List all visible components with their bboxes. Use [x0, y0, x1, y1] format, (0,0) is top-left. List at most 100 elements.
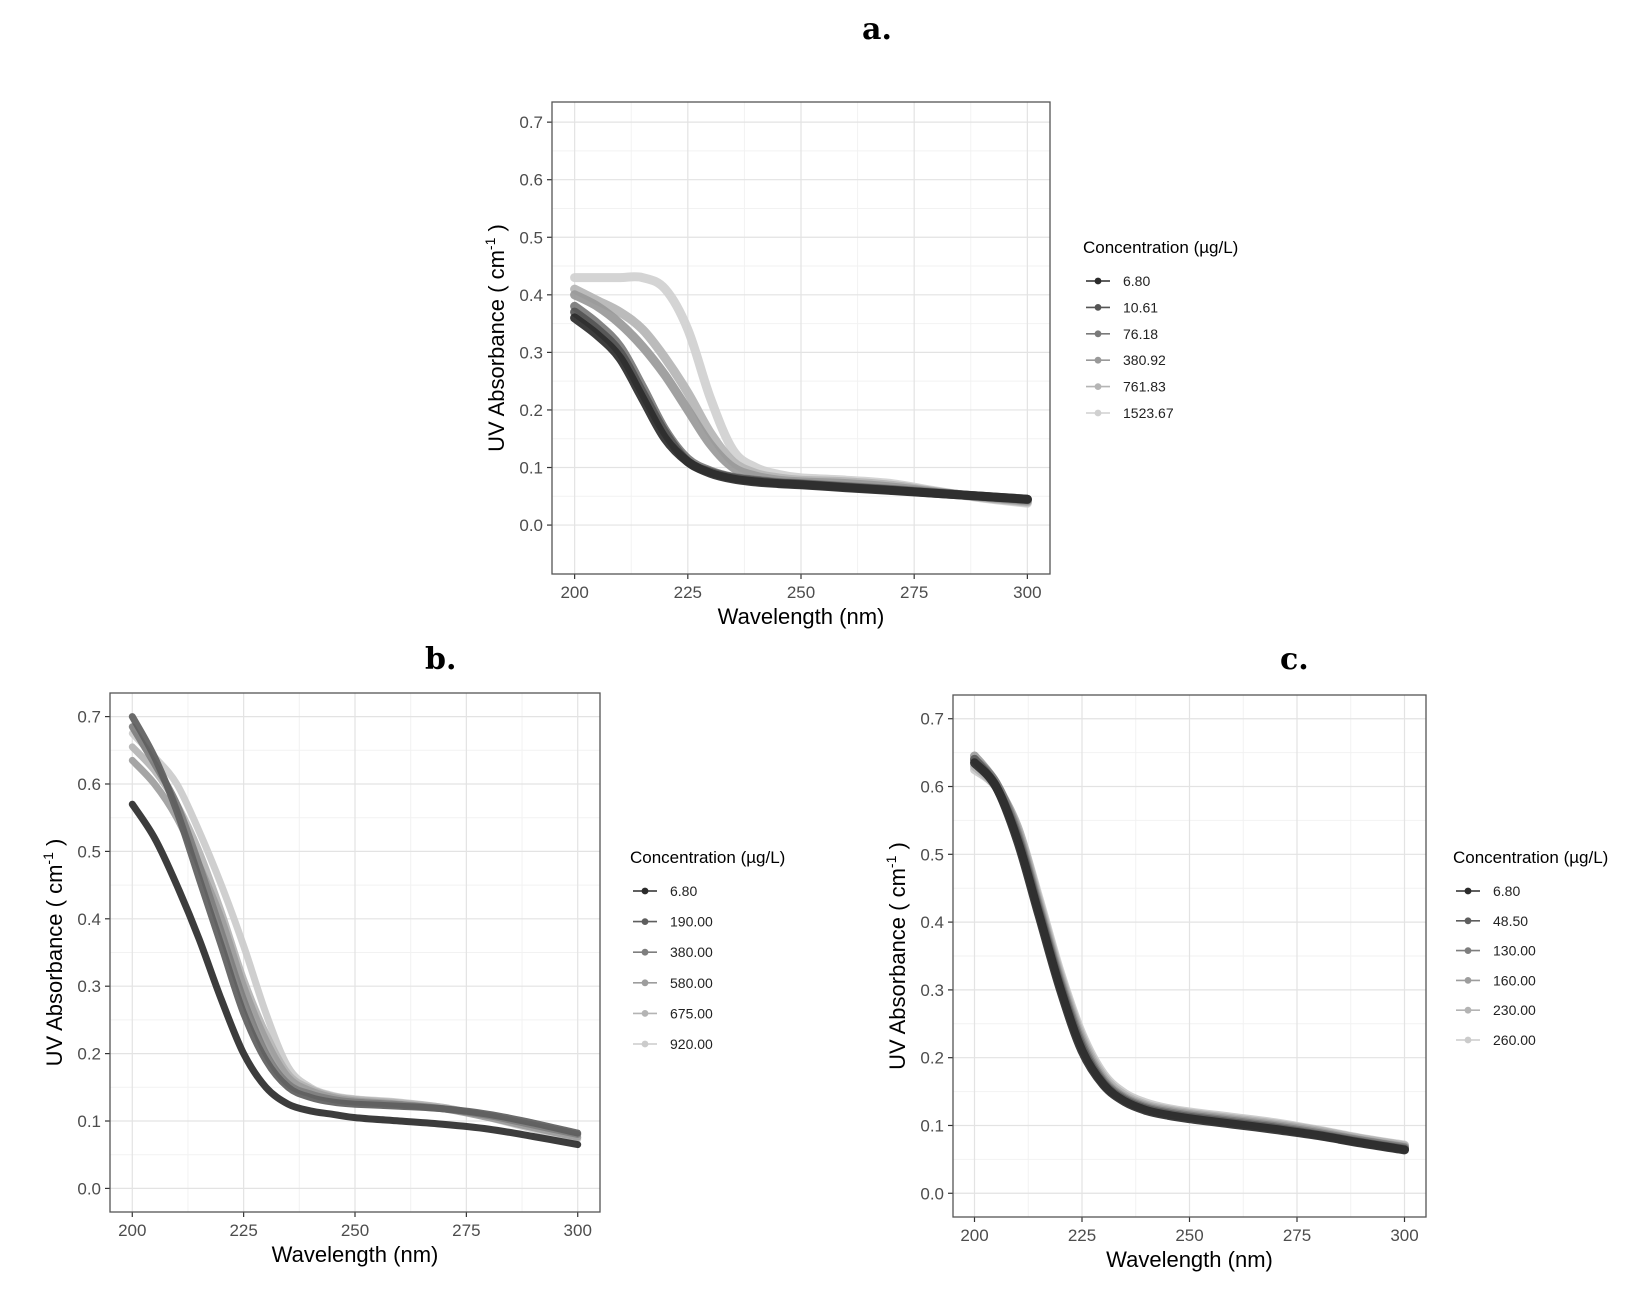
series-line-6.80: [128, 800, 582, 1149]
x-tick-label: 275: [1283, 1226, 1311, 1245]
legend-label: 76.18: [1123, 326, 1158, 342]
y-tick-label: 0.6: [920, 778, 944, 797]
y-tick-label: 0.6: [77, 775, 101, 794]
chart-c: 200 225 250 275 300 0.0 0.1 0.2 0.3 0.4 0.5 0.6 0.7 W…: [883, 694, 1608, 1272]
y-tick-label: 0.5: [77, 842, 101, 861]
legend-label: 380.92: [1123, 352, 1166, 368]
legend-label: 675.00: [670, 1005, 713, 1021]
y-axis-title-end: ): [484, 224, 509, 237]
legend-item: 260.00: [1456, 1032, 1536, 1048]
y-tick-label: 0.5: [519, 228, 543, 247]
x-tick-label: 250: [341, 1221, 369, 1240]
legend-item: 920.00: [633, 1036, 713, 1052]
y-axis-title-main: UV Absorbance ( cm: [484, 250, 509, 452]
legend-label: 48.50: [1493, 913, 1528, 929]
y-tick-label: 0.4: [519, 286, 543, 305]
x-tick-label: 300: [1390, 1226, 1418, 1245]
x-axis-title: Wavelength (nm): [718, 604, 885, 629]
legend-label: 230.00: [1493, 1002, 1536, 1018]
legend-label: 1523.67: [1123, 405, 1174, 421]
y-tick-label: 0.1: [519, 459, 543, 478]
legend-item: 675.00: [633, 1005, 713, 1021]
legend-label: 6.80: [1493, 883, 1520, 899]
legend-label: 761.83: [1123, 379, 1166, 395]
y-tick-label: 0.7: [920, 710, 944, 729]
legend-c: Concentration (µg/L) 6.80 48.50 130.00 160.0…: [1453, 848, 1608, 1048]
panel-label-a: a.: [862, 12, 892, 47]
legend-label: 920.00: [670, 1036, 713, 1052]
y-axis-title-main: UV Absorbance ( cm: [885, 868, 910, 1070]
legend-item: 130.00: [1456, 943, 1536, 959]
legend-item: 48.50: [1456, 913, 1528, 929]
y-tick-label: 0.3: [77, 977, 101, 996]
legend-item: 160.00: [1456, 972, 1536, 988]
panel-label-b: b.: [425, 642, 457, 677]
legend-item: 6.80: [1086, 273, 1150, 289]
y-tick-label: 0.4: [77, 910, 101, 929]
y-tick-label: 0.4: [920, 913, 944, 932]
legend-item: 190.00: [633, 914, 713, 930]
y-axis-title: UV Absorbance ( cm-1 ): [482, 224, 509, 452]
plot-border: [109, 692, 601, 1213]
y-tick-label: 0.7: [519, 113, 543, 132]
series-line-190.00: [128, 713, 582, 1137]
legend-label: 6.80: [1123, 273, 1150, 289]
legend-key-point: [641, 887, 649, 895]
series-line-6.80: [570, 313, 1032, 504]
legend-key-point: [1094, 383, 1102, 390]
legend-key-point: [1094, 277, 1102, 285]
legend-label: 6.80: [670, 883, 697, 899]
legend-item: 6.80: [633, 883, 697, 899]
y-tick-label: 0.0: [77, 1179, 101, 1198]
y-axis-title-superscript: -1: [40, 852, 56, 865]
plot-border: [551, 101, 1051, 575]
legend-title: Concentration (µg/L): [630, 848, 785, 867]
legend-key-point: [1094, 356, 1102, 364]
chart-b: 200 225 250 275 300 0.0 0.1 0.2 0.3 0.4 0.5 0.6 0.7 W…: [40, 692, 785, 1267]
legend-key-point: [1464, 947, 1472, 954]
legend-label: 160.00: [1493, 972, 1536, 988]
legend-key-point: [1464, 1006, 1472, 1014]
y-axis-title-main: UV Absorbance ( cm: [42, 865, 67, 1067]
y-tick-label: 0.3: [920, 981, 944, 1000]
legend-label: 580.00: [670, 975, 713, 991]
legend-key-point: [641, 1040, 649, 1048]
legend-label: 260.00: [1493, 1032, 1536, 1048]
y-tick-label: 0.1: [77, 1112, 101, 1131]
legend-label: 10.61: [1123, 299, 1158, 315]
x-tick-label: 225: [1068, 1226, 1096, 1245]
x-tick-label: 300: [564, 1221, 592, 1240]
y-tick-label: 0.6: [519, 171, 543, 190]
y-tick-label: 0.1: [920, 1116, 944, 1135]
y-tick-label: 0.2: [77, 1045, 101, 1064]
legend-key-point: [1464, 917, 1472, 925]
y-tick-label: 0.0: [920, 1184, 944, 1203]
x-tick-label: 250: [787, 583, 815, 602]
x-tick-label: 275: [452, 1221, 480, 1240]
legend-item: 761.83: [1086, 379, 1166, 395]
legend-label: 130.00: [1493, 943, 1536, 959]
y-tick-label: 0.3: [519, 343, 543, 362]
legend-label: 190.00: [670, 914, 713, 930]
legend-title: Concentration (µg/L): [1083, 238, 1238, 257]
x-tick-label: 200: [560, 583, 588, 602]
x-tick-label: 300: [1013, 583, 1041, 602]
plot-border: [952, 694, 1427, 1218]
legend-item: 380.00: [633, 944, 713, 960]
x-tick-label: 200: [960, 1226, 988, 1245]
legend-key-point: [641, 948, 649, 956]
legend-key-point: [1094, 409, 1102, 417]
legend-a: Concentration (µg/L) 6.80 10.61 76.18 380.92…: [1083, 238, 1238, 421]
panel-label-c: c.: [1280, 642, 1309, 677]
x-tick-label: 250: [1175, 1226, 1203, 1245]
y-tick-label: 0.2: [519, 401, 543, 420]
legend-key-point: [1464, 977, 1472, 984]
y-tick-label: 0.0: [519, 516, 543, 535]
legend-key-point: [1464, 1036, 1472, 1044]
legend-item: 10.61: [1086, 299, 1158, 315]
x-tick-label: 225: [674, 583, 702, 602]
y-axis-title: UV Absorbance ( cm-1 ): [883, 842, 910, 1070]
y-axis-title-end: ): [42, 839, 67, 852]
legend-title: Concentration (µg/L): [1453, 848, 1608, 867]
